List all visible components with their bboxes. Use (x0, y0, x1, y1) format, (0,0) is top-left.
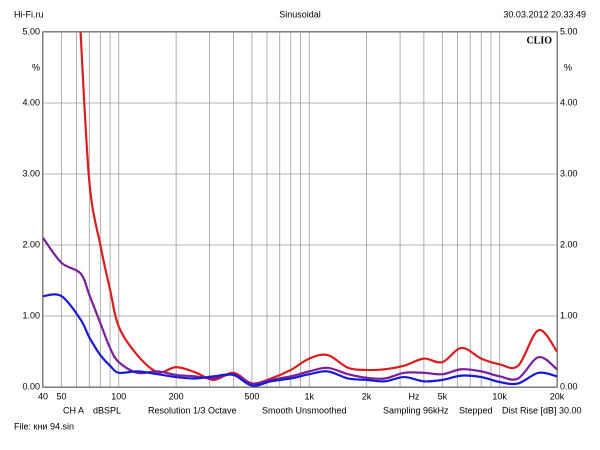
y-tick-label: 4.00 (22, 97, 40, 107)
x-tick-label: 50 (56, 391, 66, 401)
x-tick-label: 2k (362, 391, 372, 401)
file-label: File: кни 94.sin (14, 421, 74, 431)
y-tick-label-right: 0.00 (560, 381, 578, 391)
y-tick-label: 2.00 (22, 239, 40, 249)
y-tick-label: 5.00 (22, 26, 40, 36)
y-tick-label: 3.00 (22, 168, 40, 178)
y-tick-label-right: 2.00 (560, 239, 578, 249)
footer-item: Stepped (459, 405, 493, 415)
header-left: Hi-Fi.ru (14, 9, 44, 19)
footer-item: Smooth Unsmoothed (262, 405, 347, 415)
x-tick-label: 1k (304, 391, 314, 401)
y-tick-label-right: 5.00 (560, 26, 578, 36)
curve (43, 237, 557, 385)
y-tick-label-right: 4.00 (560, 97, 578, 107)
x-tick-label: 10k (492, 391, 507, 401)
brand: CLIO (526, 35, 552, 46)
y-unit-right: % (564, 62, 572, 72)
plot-frame (42, 31, 558, 388)
y-unit: % (32, 62, 40, 72)
y-tick-label-right: 3.00 (560, 168, 578, 178)
x-tick-label: 20k (550, 391, 565, 401)
header-right: 30.03.2012 20.33.49 (503, 9, 586, 19)
x-tick-label: 5k (438, 391, 448, 401)
plot-area (43, 32, 557, 387)
y-tick-label-right: 1.00 (560, 310, 578, 320)
curve (79, 32, 557, 385)
x-unit: Hz (409, 391, 420, 401)
x-tick-label: 500 (244, 391, 259, 401)
footer-item: Sampling 96kHz (383, 405, 449, 415)
curve (43, 293, 557, 387)
x-tick-label: 100 (111, 391, 126, 401)
footer-item: CH A (63, 405, 84, 415)
footer-item: dBSPL (93, 405, 121, 415)
y-tick-label: 1.00 (22, 310, 40, 320)
footer-item: Resolution 1/3 Octave (148, 405, 237, 415)
x-tick-label: 200 (169, 391, 184, 401)
header-center: Sinusoidal (279, 9, 321, 19)
y-tick-label: 0.00 (22, 381, 40, 391)
x-tick-label: 40 (38, 391, 48, 401)
footer-item: Dist Rise [dB] 30.00 (502, 405, 582, 415)
